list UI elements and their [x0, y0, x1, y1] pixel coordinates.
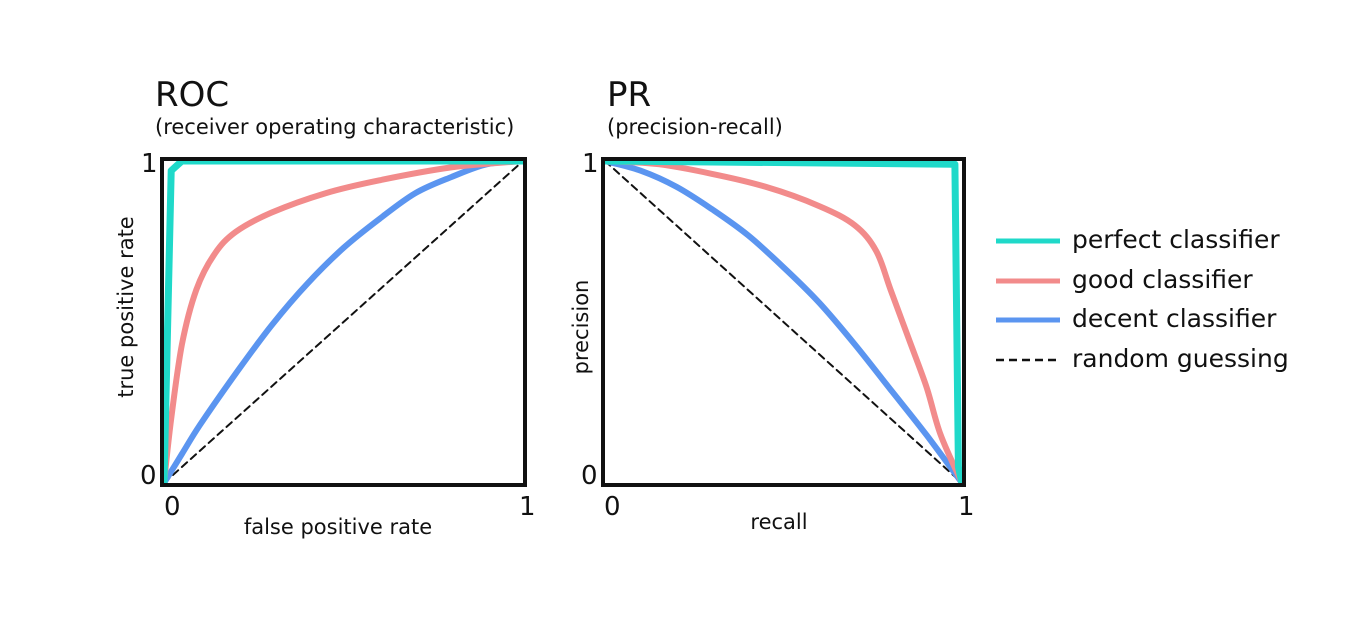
roc-series-decent-classifier — [161, 158, 526, 486]
roc-y-tick-0: 0 — [140, 461, 157, 491]
roc-series-random-guessing — [163, 160, 524, 484]
pr-series-good-classifier — [602, 158, 965, 486]
roc-series-group — [160, 157, 527, 487]
roc-title: ROC — [155, 75, 229, 115]
pr-series-perfect-classifier — [601, 157, 966, 487]
pr-x-tick-1: 1 — [958, 492, 975, 522]
legend-label-decent: decent classifier — [1072, 304, 1277, 333]
pr-y-tick-0: 0 — [581, 461, 598, 491]
pr-subtitle: (precision-recall) — [607, 115, 783, 139]
pr-series-decent-classifier — [602, 158, 965, 486]
roc-x-tick-0: 0 — [164, 492, 181, 522]
pr-y-tick-1: 1 — [582, 149, 599, 179]
pr-plot-frame — [601, 157, 966, 487]
pr-panel: PR (precision-recall) 1 0 0 1 recall pre… — [569, 75, 975, 534]
pr-y-axis-label: precision — [569, 280, 593, 375]
roc-subtitle: (receiver operating characteristic) — [155, 115, 514, 139]
roc-y-tick-1: 1 — [141, 149, 158, 179]
pr-title: PR — [607, 75, 651, 115]
pr-series-group — [601, 157, 966, 487]
legend-label-good: good classifier — [1072, 265, 1253, 294]
roc-y-axis-label: true positive rate — [114, 216, 138, 397]
roc-panel: ROC (receiver operating characteristic) … — [114, 75, 536, 539]
legend-label-random: random guessing — [1072, 344, 1289, 373]
pr-x-axis-label: recall — [750, 510, 807, 534]
roc-x-axis-label: false positive rate — [244, 515, 432, 539]
roc-series-good-classifier — [161, 158, 526, 486]
pr-series-random-guessing — [604, 160, 963, 484]
legend: perfect classifier good classifier decen… — [996, 225, 1289, 373]
roc-x-tick-1: 1 — [519, 492, 536, 522]
roc-plot-frame — [160, 157, 527, 487]
pr-x-tick-0: 0 — [604, 492, 621, 522]
legend-label-perfect: perfect classifier — [1072, 225, 1280, 254]
